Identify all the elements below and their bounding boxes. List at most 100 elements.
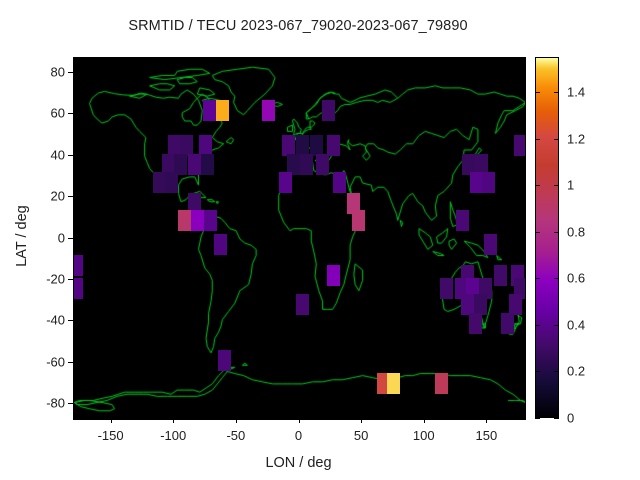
heatmap-cell bbox=[469, 313, 482, 334]
heatmap-cell bbox=[201, 154, 214, 175]
heatmap-cell bbox=[514, 278, 525, 299]
heatmap-cell bbox=[296, 135, 309, 156]
x-tick-label: 0 bbox=[294, 428, 303, 443]
colorbar-tick-label: 0.8 bbox=[567, 224, 586, 240]
x-tick-label: -50 bbox=[226, 428, 246, 443]
colorbar-tick-label: 0.2 bbox=[567, 363, 586, 379]
colorbar-tick-label: 1 bbox=[567, 177, 575, 193]
heatmap-cell bbox=[455, 278, 468, 299]
heatmap-cell bbox=[262, 100, 275, 121]
colorbar-tick-label: 0.6 bbox=[567, 270, 586, 286]
x-tick-label: -150 bbox=[97, 428, 124, 443]
x-tick-mark bbox=[235, 418, 237, 423]
heatmap-cell bbox=[377, 373, 390, 394]
y-tick-label: -80 bbox=[46, 395, 65, 411]
heatmap-cell bbox=[188, 193, 201, 214]
heatmap-cell bbox=[327, 135, 340, 156]
colorbar-tick-mark bbox=[535, 278, 540, 280]
heatmap-cell bbox=[310, 135, 323, 156]
heatmap-cell bbox=[287, 154, 300, 175]
x-tick-mark bbox=[110, 418, 112, 423]
heatmap-cell bbox=[214, 234, 227, 255]
heatmap-cell bbox=[216, 100, 229, 121]
heatmap-cell bbox=[168, 135, 181, 156]
colorbar-tick-mark bbox=[554, 91, 559, 93]
heatmap-cell bbox=[474, 294, 487, 315]
x-tick-mark bbox=[486, 418, 488, 423]
map-plot-area[interactable] bbox=[73, 57, 526, 420]
colorbar-tick-mark bbox=[535, 231, 540, 233]
heatmap-cell bbox=[300, 154, 313, 175]
heatmap-cell bbox=[191, 210, 204, 231]
heatmap-cell bbox=[347, 193, 360, 214]
colorbar[interactable]: 0 0.2 0.4 0.6 0.8 1 1.2 1.4 bbox=[535, 57, 585, 426]
colorbar-tick-mark bbox=[535, 371, 540, 373]
y-tick-mark bbox=[68, 196, 73, 198]
x-tick-mark bbox=[173, 418, 175, 423]
heatmap-cell bbox=[162, 154, 175, 175]
x-tick-mark bbox=[423, 418, 425, 423]
heatmap-cell bbox=[203, 100, 216, 121]
heatmap-cell bbox=[509, 294, 522, 315]
heatmap-cell bbox=[333, 172, 346, 193]
heatmap-cell bbox=[153, 172, 166, 193]
heatmap-cell bbox=[456, 210, 469, 231]
x-tick-label: 50 bbox=[353, 428, 369, 443]
heatmap-cell bbox=[470, 172, 483, 193]
colorbar-tick-mark bbox=[554, 371, 559, 373]
colorbar-tick-mark bbox=[535, 418, 540, 419]
y-tick-mark bbox=[68, 113, 73, 115]
x-tick-mark bbox=[361, 418, 363, 423]
x-axis-label: LON / deg bbox=[265, 455, 332, 471]
colorbar-tick-mark bbox=[535, 324, 540, 326]
heatmap-cell bbox=[501, 313, 514, 334]
heatmap-cell bbox=[282, 135, 295, 156]
colorbar-tick-label: 1.2 bbox=[567, 131, 586, 147]
heatmap-cell bbox=[165, 172, 178, 193]
heatmap-cell bbox=[514, 135, 525, 156]
heatmap-cell bbox=[494, 265, 507, 286]
heatmap-cell bbox=[479, 278, 492, 299]
heatmap-cell bbox=[440, 278, 453, 299]
colorbar-tick-label: 1.4 bbox=[567, 84, 586, 100]
y-tick-label: 60 bbox=[50, 105, 65, 121]
colorbar-tick-mark bbox=[554, 418, 559, 419]
heatmap-cell bbox=[188, 154, 201, 175]
y-tick-label: -40 bbox=[46, 312, 65, 328]
heatmap-cell bbox=[199, 135, 212, 156]
heatmap-cell bbox=[74, 278, 83, 299]
heatmap-cell bbox=[322, 100, 335, 121]
y-tick-label: 80 bbox=[50, 64, 65, 80]
heatmap-cell bbox=[462, 154, 475, 175]
heatmap-cell-layer bbox=[74, 58, 525, 419]
heatmap-cell bbox=[484, 234, 497, 255]
heatmap-cell bbox=[180, 135, 193, 156]
heatmap-cell bbox=[387, 373, 400, 394]
heatmap-cell bbox=[435, 373, 448, 394]
heatmap-cell bbox=[475, 154, 488, 175]
colorbar-tick-mark bbox=[535, 91, 540, 93]
y-tick-mark bbox=[68, 361, 73, 363]
page-title: SRMTID / TECU 2023-067_79020-2023-067_79… bbox=[128, 18, 468, 34]
y-tick-label: 0 bbox=[57, 230, 65, 245]
heatmap-cell bbox=[204, 210, 217, 231]
colorbar-tick-label: 0 bbox=[567, 410, 575, 426]
coastline-map bbox=[74, 58, 525, 419]
colorbar-gradient bbox=[535, 57, 559, 418]
y-axis-label: LAT / deg bbox=[14, 204, 30, 267]
y-tick-mark bbox=[68, 71, 73, 73]
colorbar-tick-mark bbox=[554, 231, 559, 233]
y-tick-mark bbox=[68, 403, 73, 405]
y-tick-label: 20 bbox=[50, 188, 65, 204]
colorbar-tick-mark bbox=[554, 278, 559, 280]
x-tick-label: 100 bbox=[412, 428, 435, 443]
colorbar-tick-label: 0.4 bbox=[567, 317, 586, 333]
heatmap-cell bbox=[466, 278, 479, 299]
y-tick-mark bbox=[68, 154, 73, 156]
heatmap-cell bbox=[316, 154, 329, 175]
heatmap-cell bbox=[296, 294, 309, 315]
colorbar-tick-mark bbox=[554, 324, 559, 326]
heatmap-cell bbox=[482, 172, 495, 193]
y-tick-label: -20 bbox=[46, 271, 65, 287]
